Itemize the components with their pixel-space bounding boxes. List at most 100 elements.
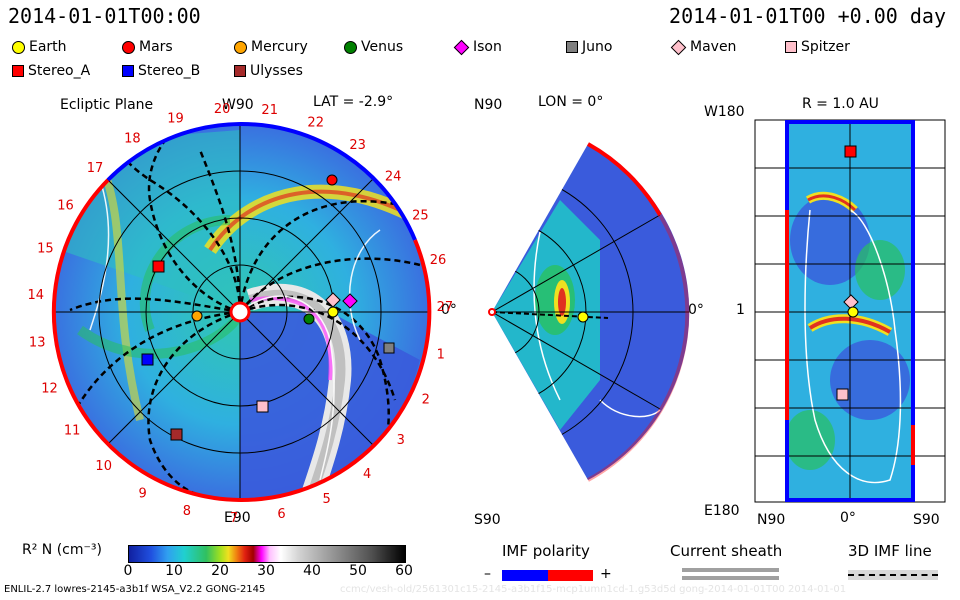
sector-label: 21 [261, 103, 278, 118]
ecliptic-zero-label: 0° [441, 302, 457, 318]
sector-label: 23 [349, 138, 366, 153]
maven-marker [325, 292, 341, 308]
sector-label: 12 [41, 382, 58, 397]
legend-item-stereo-b: Stereo_B [122, 63, 200, 79]
e90-label: E90 [224, 510, 251, 526]
legend-label: Spitzer [801, 39, 850, 55]
legend-label: Earth [29, 39, 67, 55]
colorbar-label: R² N (cm⁻³) [22, 542, 102, 558]
lat-label: LAT = -2.9° [313, 94, 394, 110]
legend-label: Mercury [251, 39, 308, 55]
sector-label: 24 [385, 170, 402, 185]
sector-label: 2 [422, 393, 430, 408]
legend-label: Ison [473, 39, 502, 55]
legend-item-mercury: Mercury [234, 39, 308, 55]
shell-stereo-a-marker [844, 145, 857, 158]
colorbar-tick: 30 [257, 563, 275, 579]
ecliptic-panel-title: Ecliptic Plane [60, 97, 154, 113]
sector-label: 27 [437, 300, 454, 315]
colorbar-tick: 0 [123, 563, 133, 579]
spitzer-marker [256, 400, 269, 413]
current-sheath-title: Current sheath [670, 542, 783, 560]
colorbar-tick: 20 [211, 563, 229, 579]
sector-labels: 20 21222324252627123456789101112131415161… [28, 102, 454, 526]
sector-label: 18 [124, 132, 141, 147]
sector-label: 19 [167, 111, 184, 126]
legend-label: Ulysses [250, 63, 303, 79]
shell-spitzer-marker [836, 388, 849, 401]
lon-label: LON = 0° [538, 94, 604, 110]
legend-item-juno: Juno [566, 39, 612, 55]
legend-item-earth: Earth [12, 39, 67, 55]
legend-item-mars: Mars [122, 39, 173, 55]
mercury-marker [191, 310, 203, 322]
legend-marker-icon [122, 40, 135, 54]
sector-label: 4 [363, 467, 371, 482]
legend-item-stereo-a: Stereo_A [12, 63, 90, 79]
imf-polarity-title: IMF polarity [502, 542, 590, 560]
legend-marker-icon [566, 41, 578, 53]
shell-n90-label: N90 [757, 512, 786, 528]
meridional-n90-label: N90 [474, 97, 503, 113]
sector-label: 11 [64, 424, 81, 439]
legend-item-venus: Venus [344, 39, 403, 55]
legend-label: Venus [361, 39, 404, 55]
sector-label: 20 [214, 102, 231, 117]
legend-item-ulysses: Ulysses [234, 63, 303, 79]
sector-label: 6 [277, 507, 285, 522]
imf-minus-label: – [484, 566, 491, 582]
legend-marker-icon [234, 40, 247, 54]
colorbar [128, 545, 406, 563]
sector-label: 5 [322, 492, 330, 507]
mars-marker [326, 174, 338, 186]
stereo-a-marker [152, 260, 165, 273]
shell-maven-marker [843, 294, 859, 310]
meridional-s90-label: S90 [474, 512, 501, 528]
legend-item-ison: Ison [453, 39, 502, 55]
sector-label: 7 [230, 511, 238, 526]
legend-label: Stereo_A [28, 63, 91, 79]
legend-label: Juno [582, 39, 613, 55]
stereo-b-marker [141, 353, 154, 366]
ison-marker [342, 293, 358, 309]
shell-one-label: 1 [736, 302, 745, 318]
e180-label: E180 [704, 503, 740, 519]
imf-line-title: 3D IMF line [848, 542, 932, 560]
sector-label: 3 [397, 433, 405, 448]
colorbar-tick: 40 [303, 563, 321, 579]
sector-label: 13 [29, 336, 46, 351]
sector-label: 15 [37, 242, 54, 257]
legend-marker-icon [12, 40, 25, 54]
sector-label: 1 [437, 348, 445, 363]
legend-marker-icon [122, 65, 134, 77]
sector-label: 16 [57, 198, 74, 213]
w90-label: W90 [222, 97, 254, 113]
legend-label: Mars [139, 39, 173, 55]
imf-negative-swatch [502, 570, 548, 581]
legend-label: Stereo_B [138, 63, 201, 79]
sector-label: 10 [95, 459, 112, 474]
ulysses-marker [170, 428, 183, 441]
imf-positive-swatch [548, 570, 593, 581]
sector-label: 26 [430, 253, 447, 268]
sector-label: 14 [28, 288, 45, 303]
legend-item-maven: Maven [670, 39, 736, 55]
legend-marker-icon [12, 65, 24, 77]
sector-label: 22 [307, 116, 324, 131]
colorbar-tick: 10 [165, 563, 183, 579]
imf-plus-label: + [600, 566, 612, 582]
right-timestamp: 2014-01-01T00 +0.00 day [669, 4, 946, 28]
legend-marker-icon [785, 41, 797, 53]
current-sheath-swatch-2 [682, 576, 779, 580]
venus-marker [303, 313, 315, 325]
sun-marker [229, 301, 251, 323]
sector-label: 8 [183, 504, 191, 519]
legend-item-spitzer: Spitzer [785, 39, 850, 55]
footer-model-info: ENLIL-2.7 lowres-2145-a3b1f WSA_V2.2 GON… [4, 584, 266, 595]
colorbar-tick: 50 [349, 563, 367, 579]
sector-label: 17 [87, 161, 104, 176]
current-sheath-swatch-1 [682, 568, 779, 572]
